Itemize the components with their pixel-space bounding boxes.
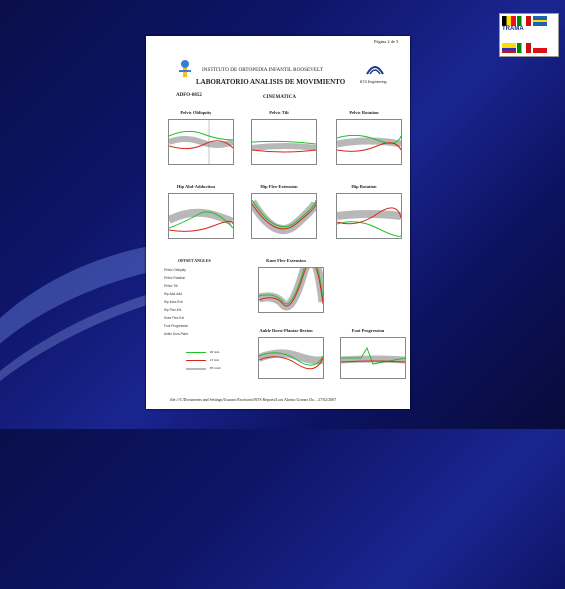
chart-hip-flex-extension: Hip Flex-Extension	[239, 184, 321, 248]
chart-area	[167, 193, 239, 239]
legend-item: RT side	[210, 350, 220, 354]
chart-curves	[336, 134, 402, 152]
chart-curves	[340, 346, 406, 365]
offset-row: Pelvic Rotation	[164, 276, 186, 280]
chart-curves	[257, 254, 328, 311]
patient-code: ADFO-0852	[176, 93, 202, 98]
offset-row: Knee Flex-Ext	[164, 316, 185, 320]
trama-logo: TRAMA	[499, 13, 559, 57]
chart-curves	[336, 207, 402, 237]
chart-area	[257, 254, 328, 313]
chart-pelvic-tilt: Pelvic Tilt	[239, 110, 319, 174]
chart-area	[336, 193, 402, 239]
chart-title: Hip Rotation	[351, 184, 377, 189]
offset-row: Foot Progression	[164, 324, 189, 328]
chart-foot-progression: Foot Progression	[328, 328, 408, 390]
chart-area	[167, 119, 235, 165]
institute-logo-icon	[179, 60, 191, 77]
chart-title: Knee Flex-Extension	[266, 258, 306, 263]
chart-area	[340, 337, 406, 379]
report-page: Página 2 de 5 INSTITUTO DE ORTOPEDIA INF…	[146, 36, 410, 409]
legend-item: LT side	[210, 358, 219, 362]
chart-title: Hip Abd-Adduction	[176, 184, 216, 189]
legend-item: BT norm	[210, 366, 221, 370]
offset-row: Pelvic Obliquity	[164, 268, 186, 272]
footer-path: file:///C/Documents and Settings/Usuario…	[170, 397, 337, 402]
chart-curves	[257, 349, 324, 370]
legend: RT side LT side BT norm	[186, 350, 242, 378]
chart-ankle-dorsi-plantar: Ankle Dorsi-Plantar flexion	[246, 328, 326, 390]
chart-curves	[251, 140, 317, 153]
chart-hip-rotation: Hip Rotation	[324, 184, 404, 248]
chart-area	[257, 337, 324, 379]
offset-row: Hip Flex-Ext	[164, 308, 182, 312]
chart-title: Pelvic Tilt	[269, 110, 289, 115]
bts-logo-icon	[366, 66, 384, 75]
chart-title: Pelvic Rotation	[349, 110, 379, 115]
chart-knee-flex-extension: Knee Flex-Extension	[246, 254, 328, 322]
chart-curves	[248, 199, 321, 235]
chart-hip-abd-adduction: Hip Abd-Adduction	[156, 184, 239, 248]
lab-name: LABORATORIO ANALISIS DE MOVIMIENTO	[196, 78, 346, 86]
bts-brand: BTS Engineering	[360, 80, 387, 84]
chart-pelvic-obliquity: Pelvic Obliquity	[156, 110, 236, 174]
institute-name: INSTITUTO DE ORTOPEDIA INFANTIL ROOSEVEL…	[202, 67, 323, 73]
chart-title: Hip Flex-Extension	[260, 184, 298, 189]
chart-curves	[167, 120, 235, 164]
logo-text: TRAMA	[502, 26, 524, 32]
offset-angles-table: OFFSET ANGLES Pelvic Obliquity Pelvic Ro…	[164, 258, 244, 368]
offset-row: Ankle Dors-Plant	[164, 332, 188, 336]
chart-curves	[167, 208, 239, 232]
offset-row: Hip Abd-Add	[164, 292, 182, 296]
chart-title: Pelvic Obliquity	[180, 110, 212, 115]
chart-area	[248, 193, 321, 239]
chart-area	[336, 119, 402, 165]
section-title: CINEMATICA	[263, 95, 296, 100]
offset-row: Hip Intra-Extr	[164, 300, 183, 304]
chart-title: Ankle Dorsi-Plantar flexion	[259, 328, 313, 333]
chart-title: Foot Progression	[351, 328, 385, 333]
page-number: Página 2 de 5	[374, 39, 399, 44]
offset-title: OFFSET ANGLES	[178, 258, 211, 263]
offset-row: Pelvic Tilt	[164, 284, 178, 288]
chart-area	[251, 119, 317, 165]
chart-pelvic-rotation: Pelvic Rotation	[324, 110, 404, 174]
